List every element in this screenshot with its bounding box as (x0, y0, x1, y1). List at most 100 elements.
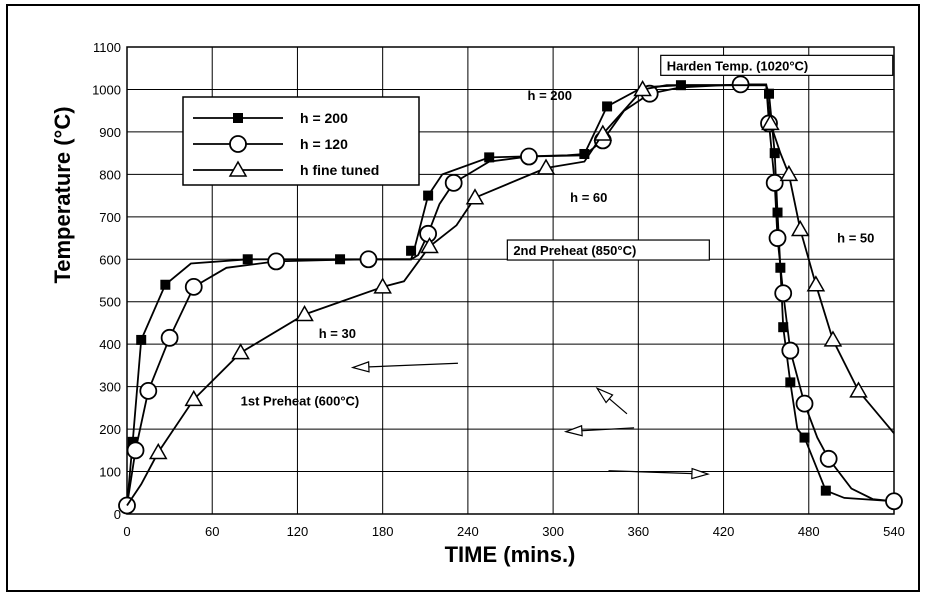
plot-area (126, 46, 895, 515)
data-point-square (406, 245, 417, 256)
data-point-circle (781, 341, 800, 360)
annotation-label: h = 50 (837, 230, 874, 245)
data-point-square (160, 279, 171, 290)
data-point-circle (795, 394, 814, 413)
legend-marker-circle (229, 135, 247, 153)
x-tick-label: 360 (627, 524, 649, 539)
y-tick-label: 400 (99, 337, 121, 352)
legend-marker-square (233, 113, 243, 123)
legend-label-triangle: h fine tuned (300, 162, 379, 178)
y-tick-label: 900 (99, 125, 121, 140)
data-point-triangle (184, 389, 204, 407)
y-tick-label: 800 (99, 167, 121, 182)
y-tick-label: 1000 (92, 82, 121, 97)
annotation-arrowhead (595, 387, 614, 404)
x-tick-label: 480 (798, 524, 820, 539)
data-point-square (772, 207, 783, 218)
data-point-circle (267, 252, 286, 271)
x-tick-label: 540 (883, 524, 905, 539)
y-tick-label: 0 (114, 507, 121, 522)
data-point-triangle (420, 237, 439, 254)
annotation-label: 1st Preheat (600°C) (241, 394, 360, 409)
data-point-square (799, 432, 810, 443)
annotation-label: Harden Temp. (1020°C) (667, 58, 809, 73)
data-point-triangle (593, 124, 613, 141)
annotation-label: h = 30 (319, 326, 356, 341)
x-tick-label: 60 (205, 524, 219, 539)
annotation-label: h = 60 (570, 190, 607, 205)
data-point-square (579, 148, 590, 159)
y-tick-label: 100 (99, 465, 121, 480)
annotation-box (506, 239, 710, 261)
data-point-triangle (849, 381, 868, 398)
data-point-circle (444, 173, 463, 192)
annotation-label: 2nd Preheat (850°C) (513, 243, 636, 258)
data-point-triangle (295, 304, 314, 322)
annotation-arrow (352, 362, 458, 369)
data-point-square (778, 322, 789, 333)
data-point-triangle (806, 275, 826, 292)
data-point-square (136, 334, 147, 345)
data-point-circle (139, 381, 158, 400)
data-point-triangle (823, 330, 843, 347)
data-point-square (484, 152, 495, 163)
data-point-square (602, 101, 613, 112)
data-point-square (242, 254, 253, 265)
data-point-triangle (633, 79, 652, 97)
y-tick-label: 600 (99, 252, 121, 267)
x-tick-label: 420 (713, 524, 735, 539)
series (118, 75, 903, 515)
data-point-square (820, 485, 831, 496)
data-point-square (423, 190, 434, 201)
figure-frame (6, 4, 920, 592)
data-point-circle (819, 449, 838, 468)
data-point-circle (520, 147, 538, 166)
x-axis-title: TIME (mins.) (445, 542, 576, 567)
data-point-triangle (536, 158, 556, 175)
data-point-circle (774, 284, 793, 303)
annotation-box (660, 54, 894, 76)
annotations: Harden Temp. (1020°C) h = 200 h = 60 2nd Pr… (241, 54, 894, 480)
y-tick-label: 300 (99, 380, 121, 395)
x-tick-label: 240 (457, 524, 479, 539)
data-point-triangle (790, 220, 810, 237)
tick-labels: 0 60 120 180 240 300 360 420 480 540 0 100 200 300 400… (92, 40, 905, 539)
data-point-square (764, 88, 775, 99)
annotation-arrowhead (350, 361, 370, 373)
data-point-square (769, 148, 780, 159)
data-point-circle (885, 492, 903, 511)
annotation-arrowhead (563, 424, 583, 437)
annotation-arrowhead (691, 467, 710, 480)
data-point-triangle (465, 188, 485, 205)
data-point-square (785, 377, 796, 388)
y-tick-label: 500 (99, 295, 121, 310)
y-tick-label: 700 (99, 210, 121, 225)
data-point-triangle (761, 113, 780, 131)
x-tick-label: 120 (287, 524, 309, 539)
legend-label-circle: h = 120 (300, 136, 348, 152)
x-tick-label: 180 (372, 524, 394, 539)
data-point-circle (419, 224, 438, 243)
data-point-triangle (373, 277, 392, 294)
legend-marker-triangle (228, 160, 248, 177)
data-point-triangle (779, 164, 799, 182)
x-tick-label: 0 (123, 524, 130, 539)
data-point-circle (184, 277, 203, 296)
legend-label-square: h = 200 (300, 110, 348, 126)
data-point-triangle (231, 343, 250, 360)
data-point-triangle (148, 442, 168, 460)
legend: h = 200 h = 120 h fine tuned (182, 96, 420, 186)
data-point-circle (768, 229, 787, 247)
data-point-circle (765, 173, 784, 192)
data-point-circle (359, 250, 378, 269)
y-axis-title: Temperature (°C) (50, 106, 75, 283)
annotation-label: h = 200 (528, 88, 572, 103)
data-point-circle (160, 328, 179, 347)
data-point-circle (126, 441, 145, 460)
series-triangle (126, 79, 895, 507)
data-point-circle (118, 496, 136, 515)
x-tick-label: 300 (542, 524, 564, 539)
y-tick-label: 200 (99, 422, 121, 437)
y-tick-label: 1100 (93, 40, 121, 55)
